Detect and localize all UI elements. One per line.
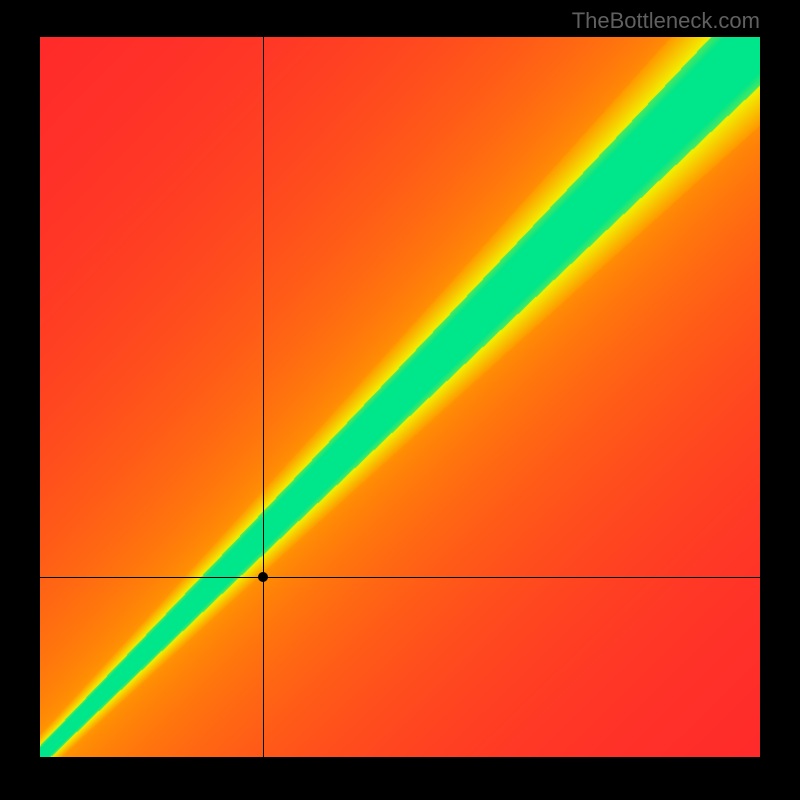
- watermark-text: TheBottleneck.com: [572, 8, 760, 34]
- crosshair-horizontal: [40, 577, 760, 578]
- crosshair-marker: [258, 572, 268, 582]
- heatmap-plot: [40, 37, 760, 757]
- heatmap-canvas: [40, 37, 760, 757]
- crosshair-vertical: [263, 37, 264, 757]
